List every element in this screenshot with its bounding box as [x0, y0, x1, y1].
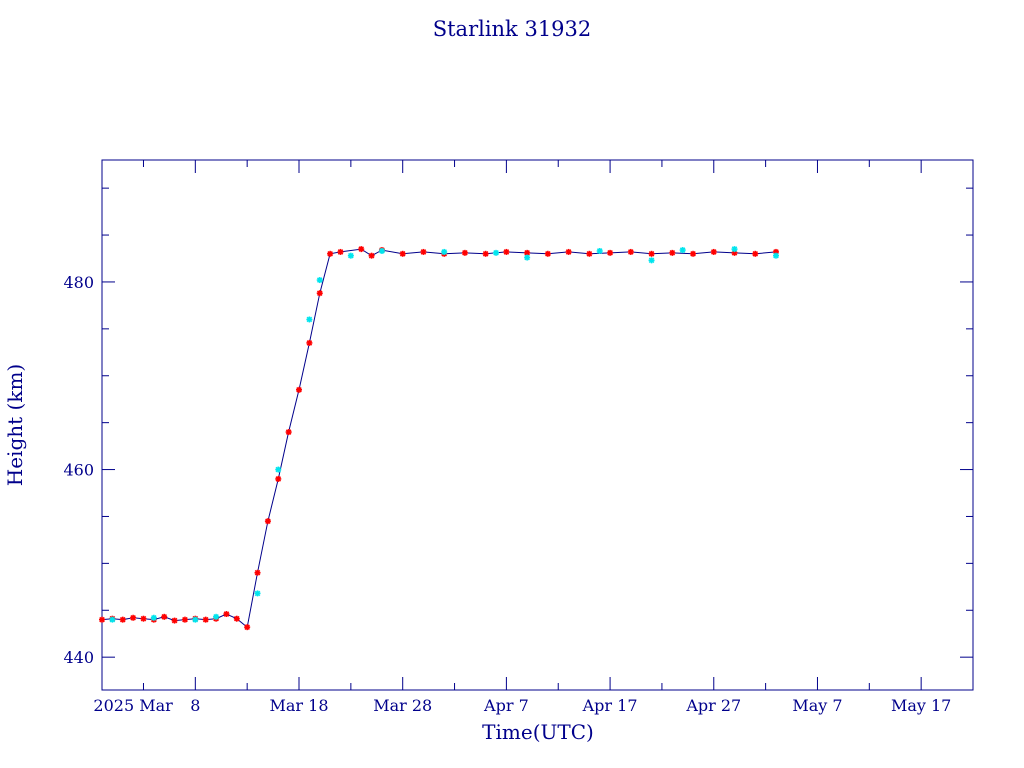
data-point-red — [202, 616, 209, 623]
x-tick-label: Mar 28 — [373, 696, 432, 715]
data-point-red — [223, 611, 230, 618]
y-axis-label: Height (km) — [3, 364, 27, 486]
data-point-red — [690, 250, 697, 257]
data-point-red — [565, 248, 572, 255]
data-point-red — [544, 250, 551, 257]
data-point-cyan — [679, 247, 686, 254]
data-point-red — [327, 250, 334, 257]
data-point-cyan — [306, 316, 313, 323]
data-point-cyan — [316, 277, 323, 284]
data-point-red — [140, 615, 147, 622]
data-point-cyan — [347, 252, 354, 259]
data-point-red — [99, 616, 105, 623]
x-year-label: 2025 Mar — [93, 696, 173, 715]
x-axis-label: Time(UTC) — [482, 720, 594, 744]
data-point-cyan — [493, 249, 500, 256]
data-point-cyan — [213, 613, 220, 620]
y-tick-label: 480 — [63, 273, 94, 292]
data-point-red — [399, 250, 406, 257]
data-point-cyan — [275, 466, 282, 473]
data-point-cyan — [596, 247, 603, 254]
y-tick-label: 440 — [63, 648, 94, 667]
data-point-cyan — [648, 257, 655, 264]
x-tick-label: May 17 — [891, 696, 951, 715]
data-point-red — [669, 249, 676, 256]
data-point-cyan — [150, 614, 157, 621]
series-layer — [99, 246, 779, 631]
data-point-cyan — [731, 246, 738, 253]
data-point-red — [710, 248, 717, 255]
data-point-red — [296, 386, 303, 393]
y-tick-label: 460 — [63, 461, 94, 480]
data-point-red — [306, 339, 313, 346]
x-axis: 2025 Mar 8 Mar 18 Mar 28 Apr 7 Apr 17 Apr 27 Ma… — [93, 160, 974, 715]
data-point-red — [119, 616, 126, 623]
data-point-red — [752, 250, 759, 257]
data-point-cyan — [192, 616, 199, 623]
data-point-cyan — [378, 247, 385, 254]
data-point-red — [316, 290, 323, 297]
chart-title: Starlink 31932 — [433, 17, 592, 41]
data-point-red — [181, 616, 188, 623]
data-point-red — [607, 249, 614, 256]
data-point-red — [161, 613, 168, 620]
data-point-red — [244, 624, 251, 631]
data-point-red — [275, 475, 282, 482]
x-tick-label: Apr 27 — [685, 696, 741, 715]
data-point-red — [285, 429, 292, 436]
data-point-red — [648, 250, 655, 257]
data-point-red — [130, 614, 137, 621]
data-point-red — [368, 252, 375, 259]
data-point-red — [420, 248, 427, 255]
data-point-red — [254, 569, 261, 576]
data-point-cyan — [254, 590, 261, 597]
data-point-cyan — [109, 616, 116, 623]
data-point-red — [503, 248, 510, 255]
data-point-red — [461, 249, 468, 256]
x-tick-label: 8 — [190, 696, 200, 715]
data-point-red — [171, 617, 178, 624]
data-point-red — [337, 248, 344, 255]
data-point-red — [627, 248, 634, 255]
x-tick-label: Apr 7 — [483, 696, 529, 715]
x-tick-label: May 7 — [792, 696, 842, 715]
x-tick-label: Apr 17 — [582, 696, 638, 715]
data-point-red — [233, 615, 240, 622]
data-point-red — [264, 518, 271, 525]
data-point-cyan — [441, 248, 448, 255]
y-axis: 440 460 480 — [63, 187, 973, 667]
x-tick-label: Mar 18 — [270, 696, 329, 715]
data-point-cyan — [772, 252, 779, 259]
data-point-red — [482, 250, 489, 257]
data-point-red — [586, 250, 593, 257]
data-point-cyan — [524, 254, 531, 261]
data-point-red — [358, 246, 365, 253]
plot-frame — [101, 159, 974, 691]
series-line — [101, 248, 777, 629]
